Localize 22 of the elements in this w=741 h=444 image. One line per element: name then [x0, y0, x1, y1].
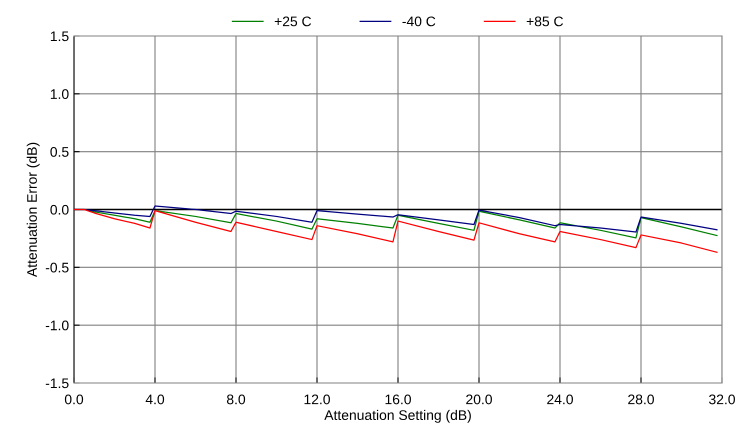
y-tick-label: 0.5	[50, 147, 69, 157]
legend-label: +25 C	[274, 16, 312, 26]
x-tick-label: 24.0	[547, 394, 573, 404]
y-tick-label: -0.5	[46, 262, 69, 273]
y-tick-label: 0.0	[50, 204, 69, 215]
x-tick-label: 12.0	[304, 394, 330, 404]
x-tick-label: 20.0	[466, 394, 492, 404]
y-tick-label: 1.0	[50, 89, 69, 100]
x-axis-title: Attenuation Setting (dB)	[324, 410, 471, 423]
legend-label: -40 C	[402, 16, 436, 26]
x-tick-label: 28.0	[628, 394, 654, 404]
x-tick-label: 4.0	[146, 394, 164, 404]
y-tick-label: 1.5	[50, 31, 69, 42]
x-tick-label: 32.0	[709, 394, 735, 404]
x-tick-label: 0.0	[64, 394, 84, 404]
y-tick-label: -1.0	[46, 320, 69, 330]
y-tick-label: -1.5	[46, 378, 69, 388]
y-axis-title: Attenuation Error (dB)	[26, 142, 40, 278]
x-tick-label: 8.0	[226, 394, 246, 404]
x-tick-label: 16.0	[386, 394, 411, 404]
line-series	[74, 208, 718, 253]
legend-label: +85 C	[526, 16, 564, 26]
